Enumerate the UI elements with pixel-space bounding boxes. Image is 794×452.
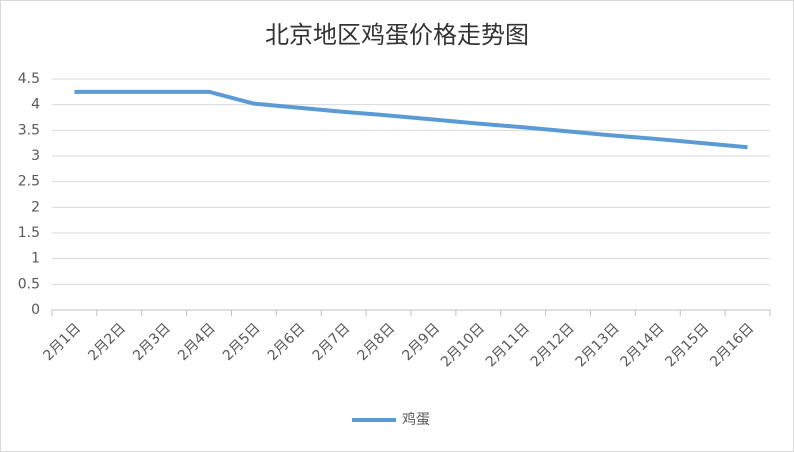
y-tick-label: 0 bbox=[31, 302, 40, 318]
data-line bbox=[74, 89, 748, 150]
y-tick-label: 1.5 bbox=[18, 225, 40, 241]
y-tick-label: 2.5 bbox=[18, 174, 40, 190]
y-tick-label: 0.5 bbox=[18, 276, 40, 292]
y-tick-label: 3.5 bbox=[18, 122, 40, 138]
legend-label: 鸡蛋 bbox=[402, 411, 430, 428]
y-tick-label: 2 bbox=[31, 199, 40, 215]
chart-title: 北京地区鸡蛋价格走势图 bbox=[265, 21, 529, 49]
y-tick-label: 1 bbox=[31, 251, 40, 267]
y-tick-label: 3 bbox=[31, 148, 40, 164]
y-tick-label: 4.5 bbox=[18, 71, 40, 87]
y-tick-label: 4 bbox=[31, 97, 40, 113]
